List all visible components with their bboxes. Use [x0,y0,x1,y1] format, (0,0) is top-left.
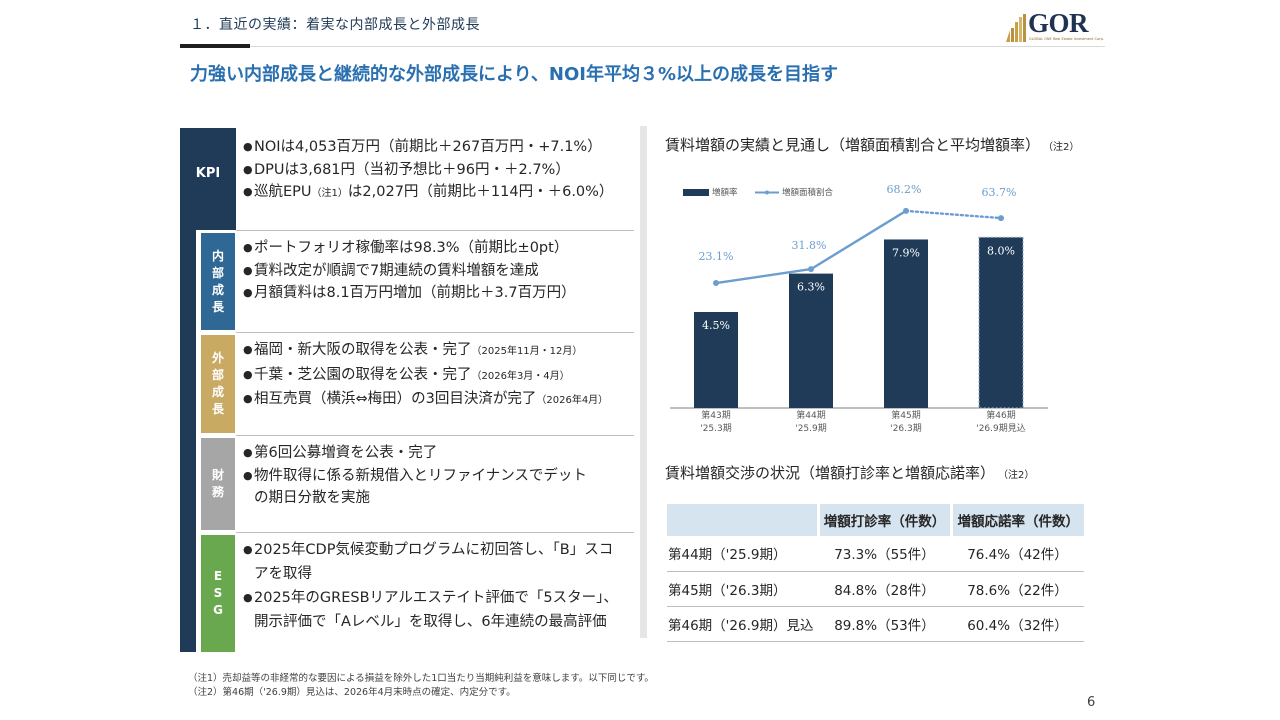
divider [236,435,634,436]
chart-title: 賃料増額の実績と見通し（増額面積割合と平均増額率） （注2） [665,136,1080,154]
table-row: 第44期（'25.9期） 73.3%（55件） 76.4%（42件） [667,536,1084,572]
panel-divider [640,126,647,638]
table-header-row: 増額打診率（件数） 増額応諾率（件数） [667,504,1084,536]
table-cell: 第46期（'26.9期）見込 [667,606,818,642]
list-item: 福岡・新大阪の取得を公表・完了（2025年11月・12月） [243,339,635,364]
bar-data-label: 6.3% [797,281,825,294]
table-row: 第46期（'26.9期）見込 89.8%（53件） 60.4%（32件） [667,606,1084,642]
logo-subtext: GLOBAL ONE Real Estate Investment Corp. [1029,37,1104,41]
page-number: 6 [1087,695,1096,710]
bar [694,312,738,408]
list-item: 月額賃料は8.1百万円増加（前期比＋3.7百万円） [243,282,635,305]
list-item: DPUは3,681円（当初予想比＋96円・＋2.7%） [243,159,635,182]
kpi-list: NOIは4,053百万円（前期比＋267百万円・+7.1%） DPUは3,681… [243,136,635,206]
bar-data-label: 4.5% [702,319,730,332]
bar-data-label: 7.9% [892,246,920,259]
footnote: （注2）第46期（'26.9期）見込は、2026年4月末時点の確定、内定分です。 [188,687,516,698]
x-tick-label: '26.3期 [890,423,922,434]
list-item: 相互売買（横浜⇔梅田）の3回目決済が完了（2026年4月） [243,388,635,413]
table-cell: 73.3%（55件） [818,536,951,572]
rent-increase-chart: 増額率 増額面積割合 4.5% 6.3% 7.9% 8.0% 23.1% 31.8% 68.2%… [670,183,1048,434]
kpi-label: KPI [195,166,221,181]
table-cell: 84.8%（28件） [818,571,951,607]
logo-text: GOR [1028,8,1089,38]
line-segment [810,209,907,271]
list-item: 物件取得に係る新規借入とリファイナンスでデットの期日分散を実施 [243,465,588,510]
bar [884,239,928,408]
table-cell: 60.4%（32件） [951,606,1084,642]
line-data-label: 68.2% [887,183,922,196]
page-headline: 力強い内部成長と継続的な外部成長により、NOI年平均３%以上の成長を目指す [190,64,839,85]
table-row: 第45期（'26.3期） 84.8%（28件） 78.6%（22件） [667,571,1084,607]
list-item: NOIは4,053百万円（前期比＋267百万円・+7.1%） [243,136,635,159]
line-data-label: 23.1% [699,250,734,263]
table-cell: 89.8%（53件） [818,606,951,642]
line-point [808,266,814,273]
line-point [903,207,909,214]
legend-label: 増額面積割合 [782,187,834,198]
x-tick-label: 第44期 [796,409,825,421]
line-point [713,280,719,287]
table-cell: 第45期（'26.3期） [667,571,818,607]
x-tick-label: 第45期 [891,409,920,421]
table-header-cell: 増額応諾率（件数） [951,504,1084,536]
divider [236,332,634,333]
table-title: 賃料増額交渉の状況（増額打診率と増額応諾率） （注2） [665,464,1035,482]
line-point [998,215,1004,222]
esg-list: 2025年CDP気候変動プログラムに初回答し、「B」スコアを取得 2025年のG… [243,538,623,634]
bar [978,236,1024,409]
x-tick-label: 第43期 [701,409,730,421]
table-cell: 76.4%（42件） [951,536,1084,572]
external-growth-list: 福岡・新大阪の取得を公表・完了（2025年11月・12月） 千葉・芝公園の取得を… [243,339,635,413]
table-cell: 78.6%（22件） [951,571,1084,607]
list-item: 巡航EPU（注1）は2,027円（前期比＋114円・＋6.0%） [243,181,635,206]
list-item: 2025年CDP気候変動プログラムに初回答し、「B」スコアを取得 [243,538,623,586]
category-finance: 財 務 [201,438,235,530]
list-item: 千葉・芝公園の取得を公表・完了（2026年3月・4月） [243,364,635,389]
negotiation-table: 増額打診率（件数） 増額応諾率（件数） 第44期（'25.9期） 73.3%（5… [667,504,1084,642]
finance-list: 第6回公募増資を公表・完了 物件取得に係る新規借入とリファイナンスでデットの期日… [243,442,588,510]
divider [236,532,634,533]
list-item: 賃料改定が順調で7期連続の賃料増額を達成 [243,260,635,283]
section-title: １．直近の実績：着実な内部成長と外部成長 [190,17,480,33]
list-item: ポートフォリオ稼働率は98.3%（前期比±0pt） [243,237,635,260]
internal-growth-list: ポートフォリオ稼働率は98.3%（前期比±0pt） 賃料改定が順調で7期連続の賃… [243,237,635,305]
category-esg: E S G [201,535,235,652]
footnote: （注1）売却益等の非経常的な要因による損益を除外した1口当たり当期純利益を意味し… [188,673,654,684]
header-accent-bar [180,44,250,48]
bar [789,273,833,408]
list-item: 2025年のGRESBリアルエステイト評価で「5スター」、開示評価で「Aレベル」… [243,586,623,634]
legend-line-marker [765,190,769,195]
line-segment [904,209,1003,220]
line-data-label: 31.8% [792,239,827,252]
x-tick-label: '26.9期見込 [976,423,1026,434]
list-item: 第6回公募増資を公表・完了 [243,442,588,465]
logo-bars-icon [1006,14,1026,42]
x-tick-label: 第46期 [986,409,1015,421]
category-internal-growth: 内 部 成 長 [201,233,235,330]
x-tick-label: '25.3期 [700,423,732,434]
x-tick-label: '25.9期 [795,423,827,434]
table-header-cell: 増額打診率（件数） [818,504,953,536]
footnotes: （注1）売却益等の非経常的な要因による損益を除外した1口当たり当期純利益を意味し… [188,672,654,700]
table-header-cell [667,504,820,536]
category-external-growth: 外 部 成 長 [201,335,235,433]
line-segment [715,267,812,285]
table-cell: 第44期（'25.9期） [667,536,818,572]
legend-label: 増額率 [712,187,738,198]
divider [236,230,634,231]
legend-bar-swatch [683,189,709,196]
header-divider [180,46,1105,47]
bar-data-label: 8.0% [987,244,1015,257]
line-data-label: 63.7% [982,186,1017,199]
company-logo: GOR GLOBAL ONE Real Estate Investment Co… [1004,8,1104,42]
